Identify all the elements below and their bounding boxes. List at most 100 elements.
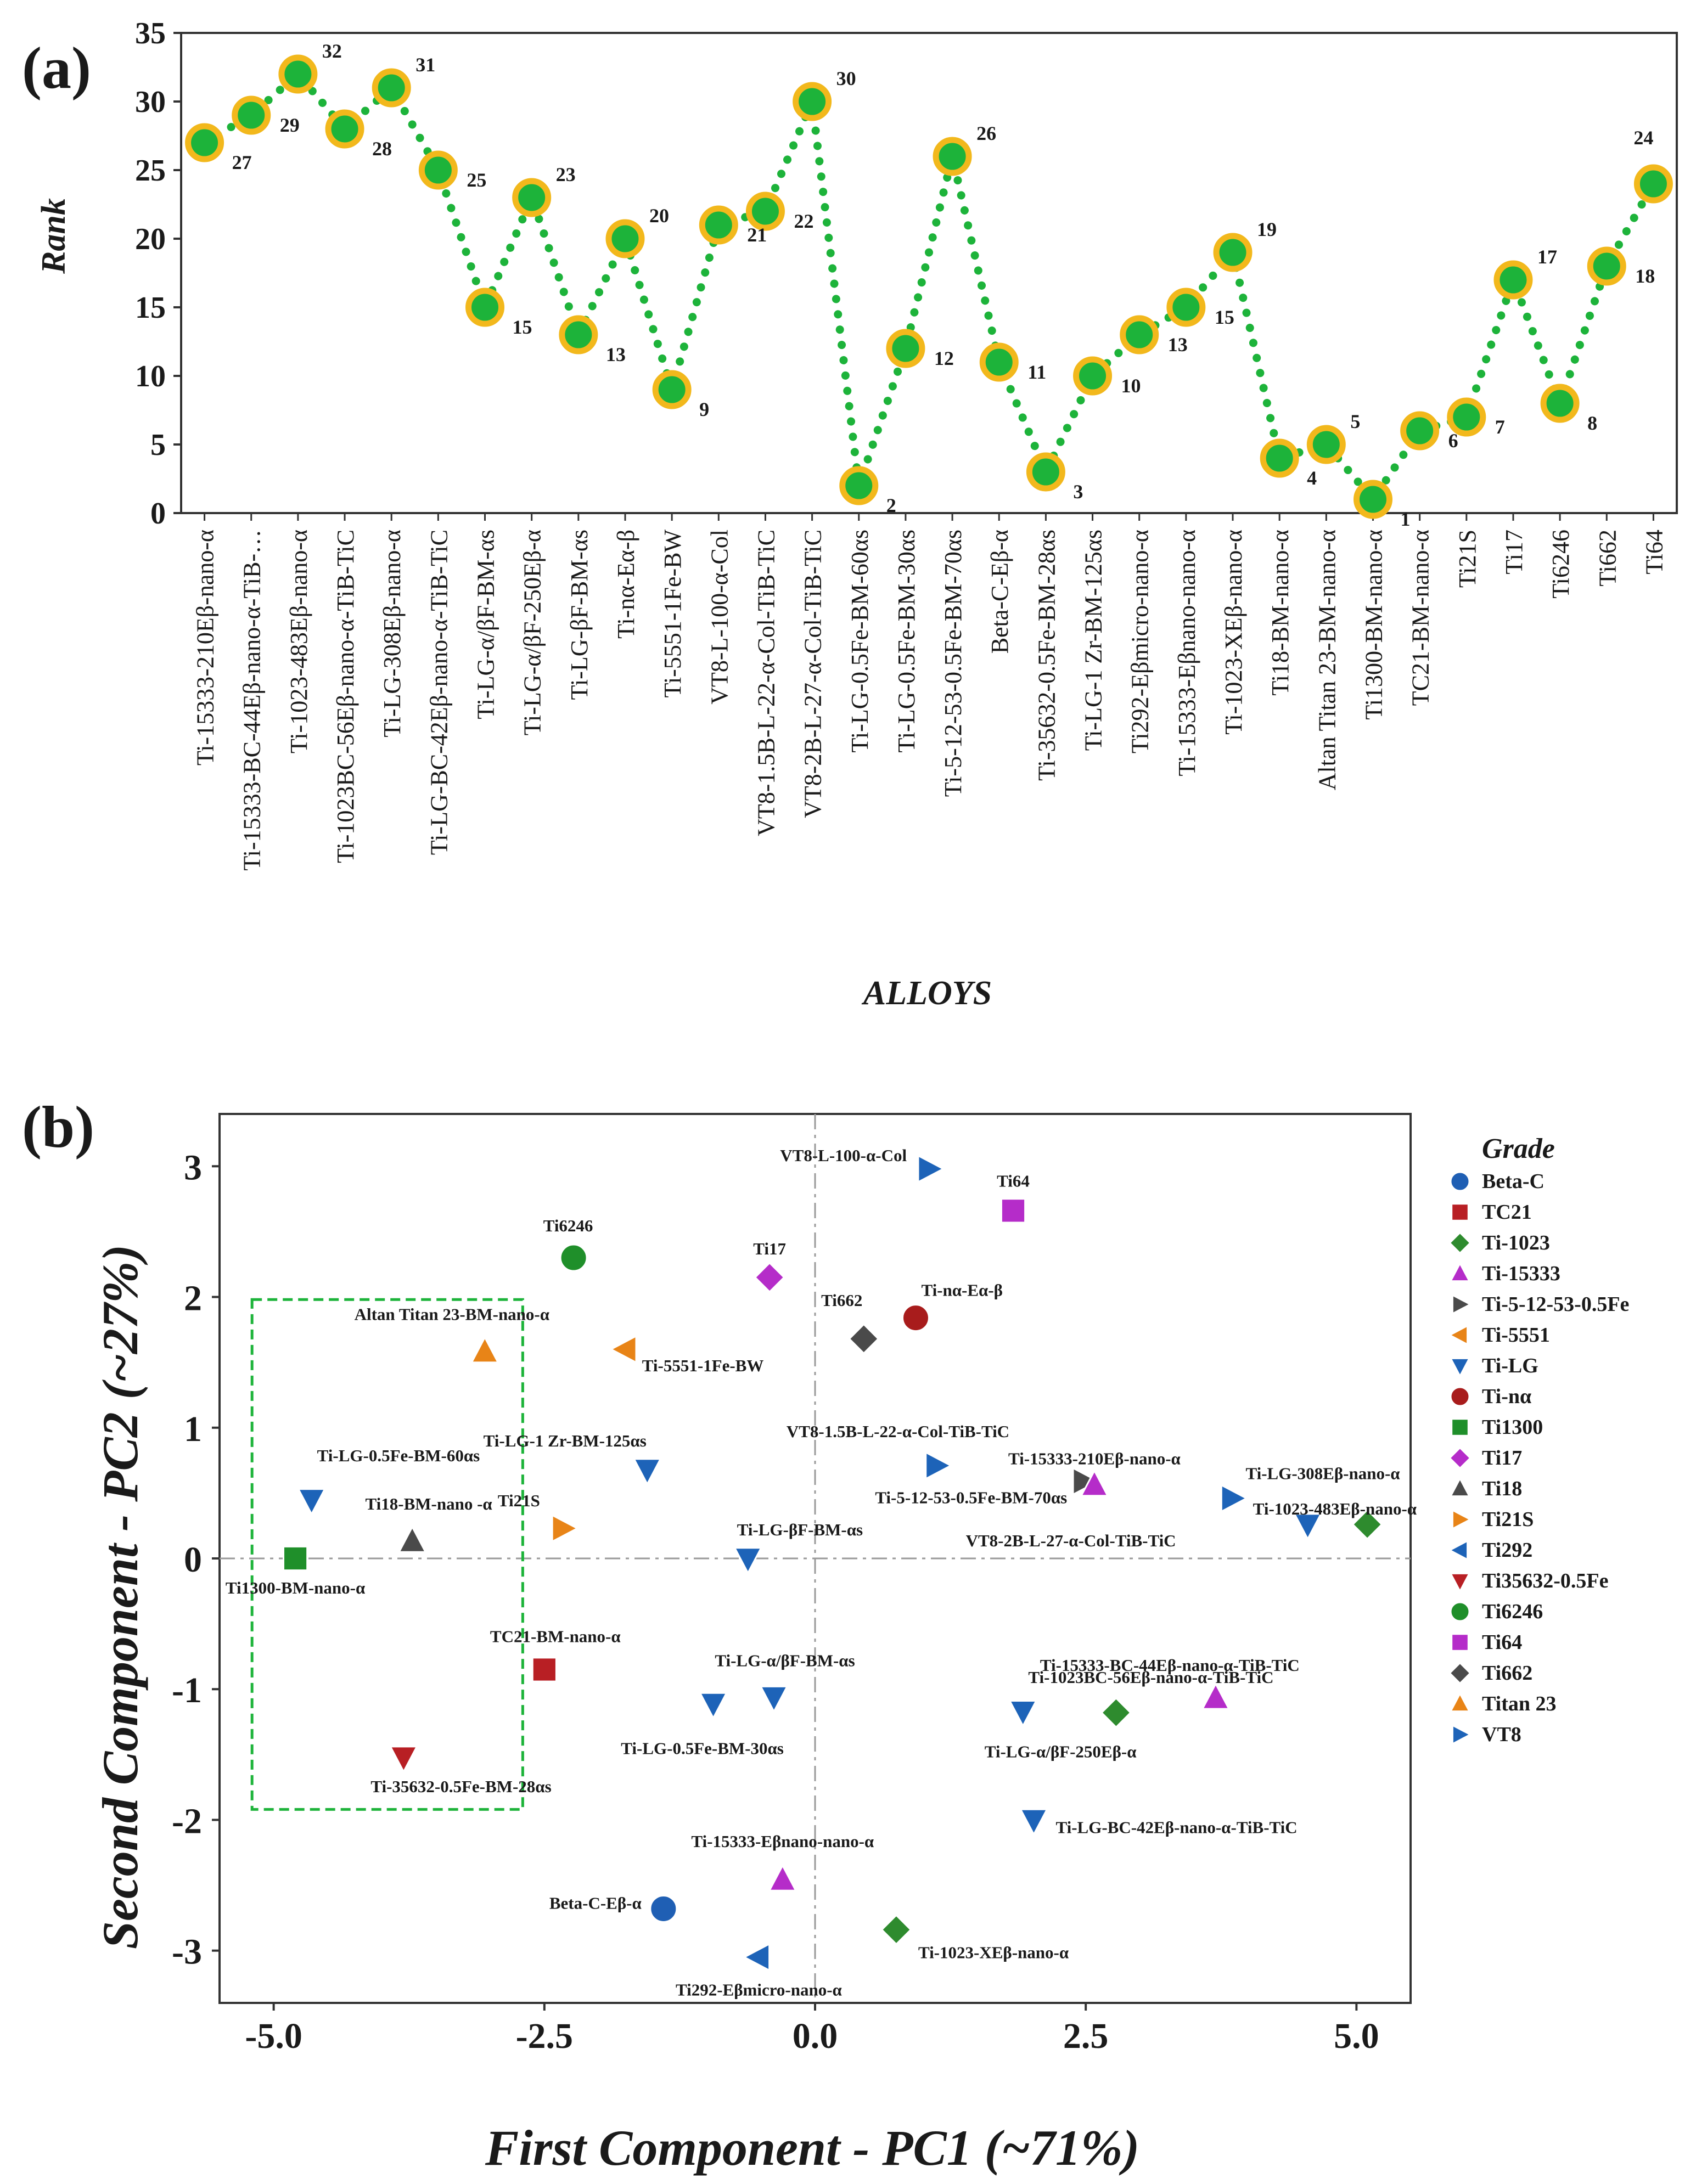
- alloy-category-label: Ti-nα-Eα-β: [613, 530, 639, 639]
- alloy-category-label: Ti64: [1641, 530, 1667, 575]
- alloy-category-label: VT8-L-100-α-Col: [706, 530, 733, 705]
- pca-point-marker: [768, 1864, 798, 1892]
- rank-value-label: 30: [836, 67, 856, 89]
- legend-entry: TC21: [1482, 1201, 1532, 1224]
- rank-marker: [372, 68, 411, 108]
- legend-marker: [1449, 1572, 1471, 1593]
- pca-point-marker: [649, 1894, 678, 1923]
- legend-entry: Ti1300: [1482, 1416, 1543, 1439]
- y-tick-label-b: 3: [184, 1147, 202, 1187]
- rank-marker: [839, 466, 879, 505]
- rank-marker: [793, 82, 832, 121]
- pca-point-label: Ti6246: [543, 1216, 593, 1235]
- y-tick-label-a: 30: [135, 85, 166, 119]
- rank-value-label: 1: [1400, 508, 1410, 530]
- pca-chart-axes: -5.0 -2.5 0.0 2.5 5.0 -3 -2 -1 0 1 2 3: [172, 1113, 1412, 2056]
- legend-marker: [1450, 1601, 1470, 1622]
- x-axis-title-a: ALLOYS: [861, 975, 992, 1012]
- rank-marker: [1587, 246, 1626, 286]
- rank-value-label: 12: [934, 347, 954, 369]
- rank-value-label: 31: [415, 54, 435, 76]
- y-tick-label-b: -3: [172, 1932, 202, 1972]
- y-tick-label-b: -1: [172, 1670, 202, 1710]
- alloy-category-label: Ti1300-BM-nano-α: [1360, 530, 1387, 720]
- rank-marker: [232, 95, 271, 135]
- pca-point-label: Ti-15333-BC-44Eβ-nano-α-TiB-TiC: [1040, 1656, 1300, 1675]
- alloy-category-label: Ti18-BM-nano-α: [1267, 530, 1294, 696]
- alloy-category-label: TC21-BM-nano-α: [1407, 530, 1434, 706]
- rank-marker: [1166, 288, 1206, 327]
- alloy-category-label: Ti-LG-α/βF-250Eβ-α: [519, 530, 546, 735]
- pca-point-label: Ti17: [753, 1239, 786, 1258]
- rank-value-label: 23: [556, 164, 576, 185]
- legend-marker: [1451, 1724, 1472, 1746]
- pca-point-label: Ti64: [997, 1171, 1030, 1190]
- rank-value-label: 2: [886, 494, 896, 516]
- pca-point-label: Ti18-BM-nano -α: [366, 1494, 492, 1513]
- legend-marker: [1448, 1662, 1472, 1685]
- rank-marker: [1540, 384, 1580, 423]
- legend-title: Grade: [1482, 1133, 1555, 1164]
- rank-marker: [979, 342, 1019, 382]
- pca-point-marker: [389, 1746, 418, 1774]
- rank-marker: [1353, 480, 1392, 519]
- x-tick-label-b: 5.0: [1334, 2016, 1379, 2056]
- legend-marker: [1449, 1357, 1471, 1378]
- pca-point-label: Ti-nα-Eα-β: [921, 1281, 1003, 1300]
- pca-point-marker: [754, 1262, 785, 1293]
- rank-marker: [1260, 438, 1299, 478]
- legend-entry: Ti662: [1482, 1662, 1532, 1685]
- legend-marker: [1448, 1539, 1469, 1561]
- y-tick-label-a: 10: [135, 359, 166, 393]
- pca-point-marker: [559, 1243, 588, 1272]
- x-tick-label-b: -5.0: [245, 2016, 302, 2056]
- alloy-category-label: Beta-C-Eβ-α: [986, 530, 1013, 654]
- rank-value-label: 26: [976, 122, 996, 144]
- pca-point-label: Altan Titan 23-BM-nano-α: [355, 1305, 550, 1324]
- pca-point-label: Ti-15333-210Eβ-nano-α: [1008, 1449, 1181, 1468]
- rank-marker: [465, 288, 505, 327]
- rank-value-label: 24: [1633, 127, 1653, 149]
- rank-value-label: 18: [1635, 265, 1655, 287]
- legend-entry: Ti21S: [1482, 1508, 1534, 1531]
- legend-entry: Ti292: [1482, 1539, 1532, 1562]
- pca-point-marker: [609, 1335, 637, 1364]
- pca-point-marker: [397, 1525, 427, 1553]
- rank-marker: [745, 192, 785, 231]
- alloy-category-label: Ti-15333-Eβnano-nano-α: [1173, 530, 1200, 776]
- pca-point-label: TC21-BM-nano-α: [490, 1627, 621, 1646]
- rank-value-label: 17: [1537, 246, 1557, 268]
- legend-entry: Ti6246: [1482, 1600, 1543, 1623]
- y-tick-label-b: -2: [172, 1801, 202, 1841]
- pca-point-marker: [925, 1451, 953, 1481]
- legend-entry: Ti-1023: [1482, 1231, 1550, 1254]
- pca-point-marker: [848, 1323, 880, 1355]
- pca-point-label: Ti-LG-βF-BM-αs: [737, 1520, 863, 1539]
- x-tick-label-b: -2.5: [516, 2016, 573, 2056]
- rank-value-label: 21: [747, 224, 767, 246]
- alloy-category-label: Ti-LG-0.5Fe-BM-60αs: [846, 530, 873, 752]
- legend-marker: [1449, 1477, 1471, 1498]
- y-tick-label-a: 35: [135, 16, 166, 50]
- rank-marker: [1400, 411, 1440, 451]
- rank-marker: [1213, 233, 1253, 272]
- pca-point-label: Ti-1023-483Eβ-nano-α: [1253, 1499, 1417, 1518]
- pca-point-marker: [1000, 1198, 1026, 1224]
- rank-value-label: 3: [1073, 481, 1083, 503]
- rank-value-label: 11: [1027, 361, 1046, 383]
- alloy-category-label: Ti292-Eβmicro-nano-α: [1127, 530, 1154, 753]
- x-tick-label-b: 2.5: [1063, 2016, 1109, 2056]
- pca-point-marker: [282, 1545, 308, 1572]
- pca-point-marker: [699, 1692, 728, 1720]
- pca-point-marker: [733, 1547, 763, 1575]
- legend-marker: [1450, 1171, 1470, 1192]
- legend-entry: Ti-LG: [1482, 1354, 1538, 1377]
- pca-point-label: Ti-LG-0.5Fe-BM-30αs: [621, 1738, 784, 1758]
- alloy-category-label: Ti-LG-BC-42Eβ-nano-α-TiB-TiC: [425, 530, 452, 855]
- alloy-category-label: Ti-LG-308Eβ-nano-α: [379, 530, 406, 738]
- pca-point-label: Ti-15333-Eβnano-nano-α: [691, 1832, 874, 1851]
- rank-value-label: 27: [232, 151, 252, 173]
- rank-marker: [1493, 260, 1533, 300]
- alloy-category-label: Ti-LG-βF-BM-αs: [566, 530, 593, 700]
